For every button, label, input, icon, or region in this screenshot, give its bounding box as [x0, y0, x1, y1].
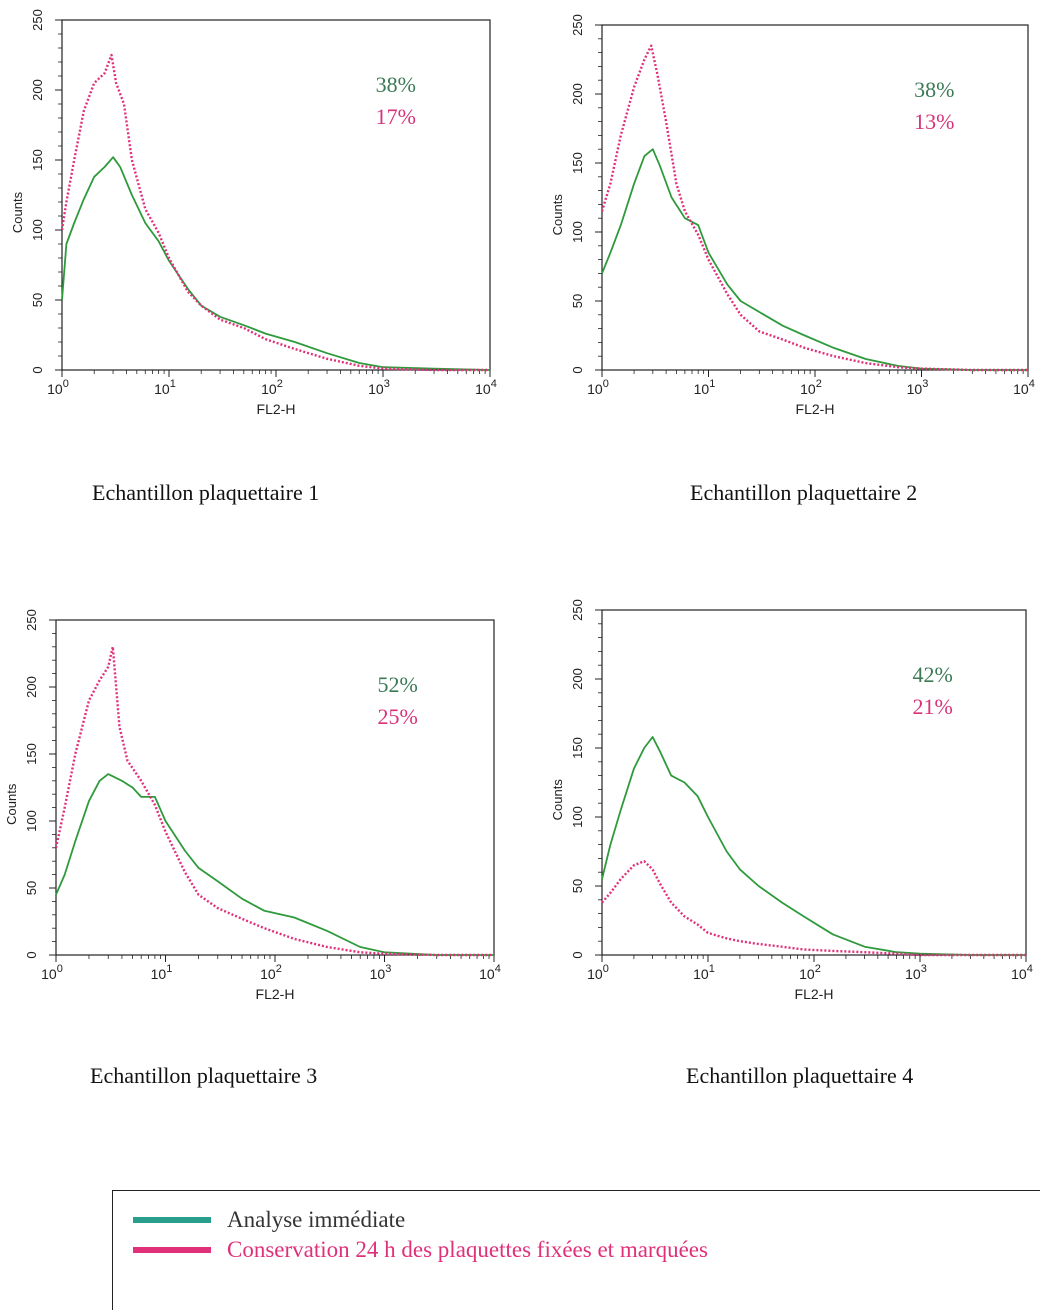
y-tick-label: 100	[570, 221, 585, 243]
percentage-green: 38%	[376, 72, 416, 97]
y-tick-label: 200	[570, 668, 585, 690]
legend: Analyse immédiate Conservation 24 h des …	[112, 1190, 1040, 1310]
legend-label-immediate: Analyse immédiate	[227, 1207, 406, 1232]
x-tick-label: 104	[1011, 963, 1033, 982]
histogram-line-green	[601, 148, 1028, 371]
x-tick-label: 103	[905, 963, 927, 982]
plot-frame	[601, 24, 1029, 371]
percentage-green: 42%	[913, 662, 953, 687]
y-tick-label: 0	[570, 366, 585, 373]
x-tick-label: 102	[799, 963, 821, 982]
legend-swatch-green	[133, 1217, 211, 1223]
plot-frame	[61, 19, 491, 371]
x-tick-label: 101	[151, 963, 173, 982]
histogram-line-pink	[54, 645, 494, 957]
y-tick-label: 50	[24, 881, 39, 895]
x-tick-label: 103	[368, 378, 390, 397]
histogram-line-pink	[600, 44, 1028, 372]
x-tick-label: 104	[1013, 378, 1035, 397]
y-tick-label: 250	[570, 599, 585, 621]
y-tick-label: 100	[570, 806, 585, 828]
panel-caption-3: Echantillon plaquettaire 3	[90, 1063, 318, 1088]
panel-caption-2: Echantillon plaquettaire 2	[690, 480, 918, 505]
x-tick-label: 101	[693, 963, 715, 982]
y-tick-label: 100	[24, 810, 39, 832]
percentage-pink: 13%	[914, 109, 954, 134]
percentage-pink: 17%	[376, 104, 416, 129]
y-tick-label: 100	[30, 219, 45, 241]
y-tick-label: 50	[570, 879, 585, 893]
percentage-green: 38%	[914, 77, 954, 102]
y-tick-label: 250	[570, 14, 585, 36]
y-tick-label: 0	[24, 951, 39, 958]
chart-panel-4: 0 50 100 150 200 250 100 101 102 103 104 FL2-H Count…	[550, 599, 1033, 1002]
y-axis-label: Counts	[4, 783, 19, 825]
y-tick-label: 150	[570, 152, 585, 174]
x-tick-label: 102	[260, 963, 282, 982]
panel-caption-1: Echantillon plaquettaire 1	[92, 480, 320, 505]
histogram-line-green	[61, 156, 491, 371]
y-tick-label: 150	[30, 149, 45, 171]
x-tick-label: 100	[587, 378, 609, 397]
x-axis-label: FL2-H	[795, 986, 834, 1002]
y-tick-label: 150	[24, 743, 39, 765]
legend-label-conservation: Conservation 24 h des plaquettes fixées …	[227, 1237, 708, 1262]
histogram-line-green	[601, 736, 1026, 956]
chart-panel-2: 0 50 100 150 200 250 100 101 102 103 104 FL2-H Count…	[550, 14, 1035, 417]
histogram-line-pink	[601, 860, 1026, 957]
percentage-pink: 25%	[377, 704, 417, 729]
legend-swatch-pink	[133, 1247, 211, 1253]
chart-panel-3: 0 50 100 150 200 250 100 101 102 103 104 FL2-H Count…	[4, 609, 501, 1002]
x-tick-label: 104	[479, 963, 501, 982]
x-tick-label: 103	[907, 378, 929, 397]
legend-item-immediate: Analyse immédiate	[133, 1207, 405, 1233]
y-tick-label: 250	[30, 9, 45, 31]
y-tick-label: 250	[24, 609, 39, 631]
y-tick-label: 200	[24, 676, 39, 698]
chart-panel-1: 0 50 100 150 200 250 100 101 102 103 104 FL2-H Count…	[10, 9, 497, 417]
panel-caption-4: Echantillon plaquettaire 4	[686, 1063, 914, 1088]
histogram-line-green	[55, 773, 494, 956]
y-tick-label: 50	[30, 293, 45, 307]
histogram-line-pink	[60, 53, 490, 372]
legend-item-conservation: Conservation 24 h des plaquettes fixées …	[133, 1237, 708, 1263]
y-axis-label: Counts	[550, 194, 565, 236]
y-axis-label: Counts	[10, 191, 25, 233]
y-tick-label: 0	[570, 951, 585, 958]
x-axis-label: FL2-H	[257, 401, 296, 417]
x-tick-label: 102	[261, 378, 283, 397]
percentage-pink: 21%	[913, 694, 953, 719]
x-tick-label: 100	[587, 963, 609, 982]
x-tick-label: 101	[694, 378, 716, 397]
y-tick-label: 150	[570, 737, 585, 759]
x-tick-label: 104	[475, 378, 497, 397]
y-tick-label: 200	[30, 79, 45, 101]
x-tick-label: 103	[370, 963, 392, 982]
x-axis-label: FL2-H	[796, 401, 835, 417]
x-tick-label: 100	[41, 963, 63, 982]
y-axis-label: Counts	[550, 779, 565, 821]
percentage-green: 52%	[377, 672, 417, 697]
x-tick-label: 100	[47, 378, 69, 397]
plot-frame	[601, 609, 1027, 956]
plot-frame	[55, 619, 495, 956]
y-tick-label: 200	[570, 83, 585, 105]
x-tick-label: 102	[800, 378, 822, 397]
y-tick-label: 50	[570, 294, 585, 308]
x-tick-label: 101	[154, 378, 176, 397]
y-tick-label: 0	[30, 366, 45, 373]
x-axis-label: FL2-H	[256, 986, 295, 1002]
